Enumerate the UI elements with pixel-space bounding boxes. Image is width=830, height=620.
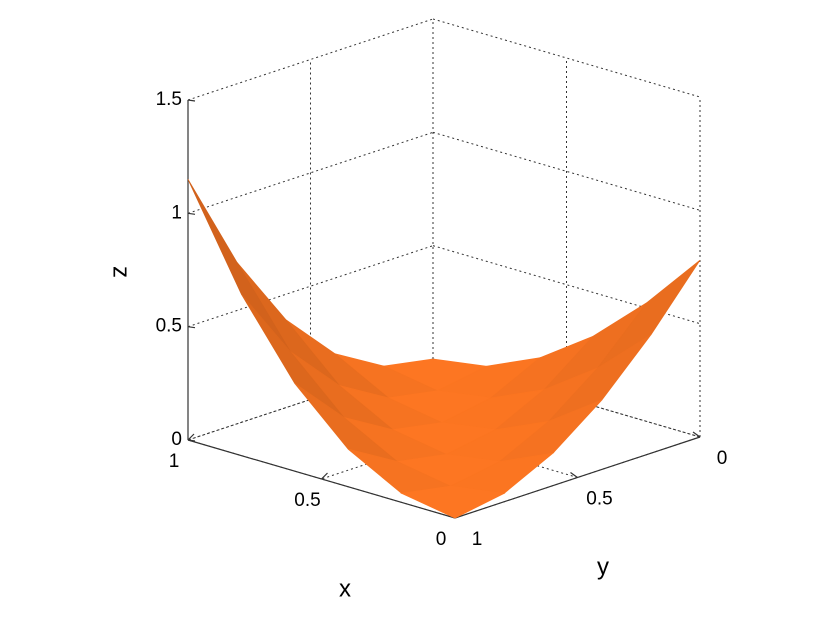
grid-line [432,18,701,98]
z-tick-label: 0.5 [156,316,182,337]
x-tick [321,472,328,480]
y-axis-label: y [597,553,609,580]
x-tick-label: 0 [436,529,447,550]
grid-line [187,131,434,214]
grid-line [321,397,567,480]
surface-patch [400,485,506,519]
z-axis-label: z [108,266,135,278]
surface-patch [597,259,701,369]
z-tick [187,326,196,329]
z-tick-label: 1.5 [156,89,182,110]
y-tick [570,472,578,478]
y-tick-label: 0 [717,448,728,469]
y-tick-label: 0.5 [586,489,612,510]
x-tick-label: 0.5 [294,490,320,511]
z-tick [187,99,196,102]
surface-patch [187,179,291,352]
z-tick [187,439,196,442]
z-tick [187,212,196,215]
grid-line [187,18,434,101]
x-tick [187,433,195,441]
grid-line [187,358,434,441]
y-tick-label: 1 [472,529,483,550]
x-tick-label: 1 [169,451,180,472]
x-axis-label: x [339,575,351,602]
grid-line [187,245,434,328]
grid-line [432,131,701,211]
z-tick-label: 1 [171,202,182,223]
z-tick-label: 0 [171,429,182,450]
y-tick [692,431,701,438]
